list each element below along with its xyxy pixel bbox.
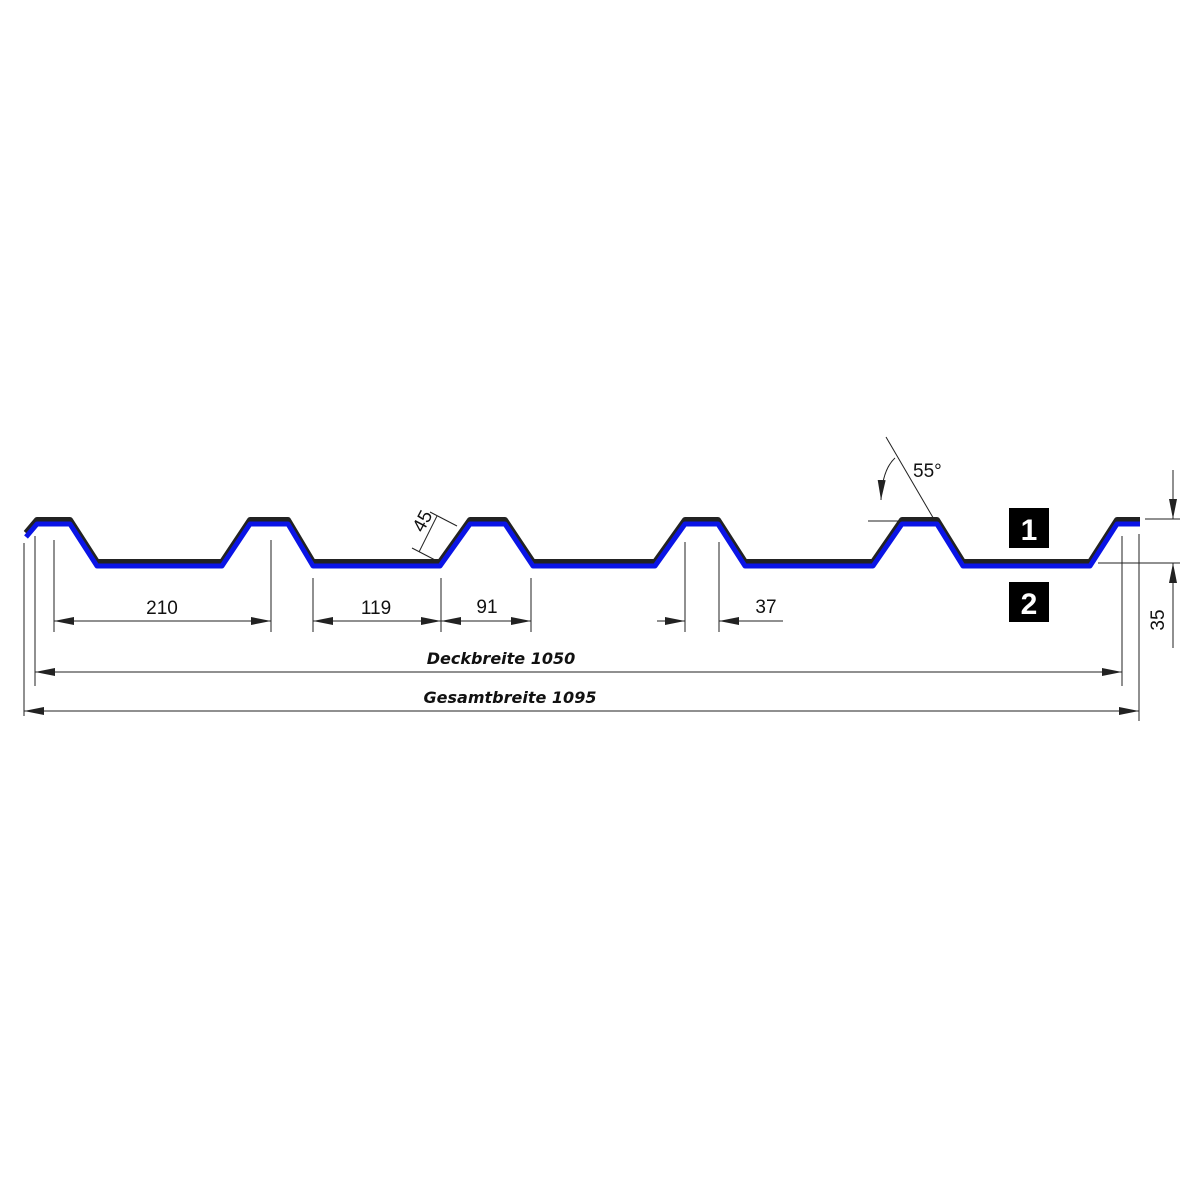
dimension-210: 210 [53,540,272,632]
dimension-gesamtbreite: Gesamtbreite 1095 [23,534,1140,721]
profile-inner [24,521,1140,569]
dimension-label: 45 [409,507,437,536]
angle-label: 55° [913,461,942,482]
badge-1: 1 [1009,508,1049,548]
gesamtbreite-label: Gesamtbreite 1095 [424,688,597,707]
dimension-label: 210 [146,598,178,619]
dimension-label: 91 [476,597,497,618]
angle-55: 55° [868,436,942,522]
dimension-37: 37 [657,542,783,632]
deckbreite-label: Deckbreite 1050 [427,649,576,668]
svg-text:2: 2 [1021,588,1038,621]
dimension-label: 37 [755,597,776,618]
badge-2: 2 [1009,582,1049,622]
dimension-deckbreite: Deckbreite 1050 [34,536,1123,686]
dimension-label: 119 [361,598,391,619]
dimension-label: 35 [1148,609,1169,630]
dimension-119: 119 [312,578,442,632]
dimension-91: 91 [441,578,532,632]
profile-outer [23,517,1140,565]
svg-text:1: 1 [1021,514,1038,547]
